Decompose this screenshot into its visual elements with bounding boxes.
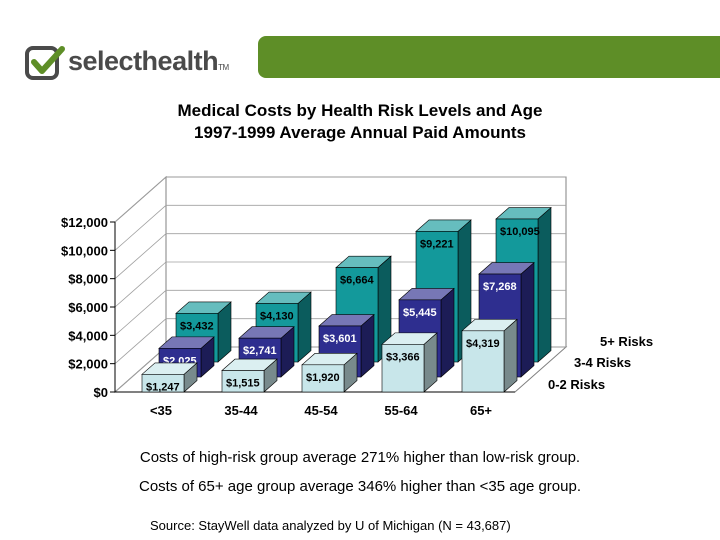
source-note: Source: StayWell data analyzed by U of M… — [150, 518, 511, 533]
y-tick-label: $6,000 — [68, 300, 108, 315]
bar-value-label: $1,247 — [146, 381, 180, 393]
bar — [381, 344, 425, 393]
chart-title-block: Medical Costs by Health Risk Levels and … — [0, 100, 720, 144]
bar-side — [297, 291, 312, 363]
x-tick-label: 45-54 — [304, 403, 338, 418]
bar-side — [440, 287, 455, 378]
bar-value-label: $7,268 — [483, 281, 517, 293]
trademark: TM — [218, 63, 229, 72]
bar-value-label: $2,741 — [243, 345, 277, 357]
bar-value-label: $4,319 — [466, 338, 500, 350]
note-high-risk: Costs of high-risk group average 271% hi… — [139, 449, 581, 466]
checkmark-icon — [25, 46, 65, 80]
note-age-group: Costs of 65+ age group average 346% high… — [139, 478, 581, 495]
bar-side — [520, 261, 535, 378]
y-tick-label: $10,000 — [61, 243, 108, 258]
series-label: 5+ Risks — [600, 334, 653, 349]
bar-value-label: $3,432 — [180, 320, 214, 332]
bar — [301, 364, 345, 393]
bar-value-label: $10,095 — [500, 226, 540, 238]
gridline — [114, 176, 566, 223]
x-tick-label: 65+ — [470, 403, 492, 418]
bar-side — [537, 206, 552, 363]
bar-value-label: $5,445 — [403, 307, 437, 319]
chart-subtitle: 1997-1999 Average Annual Paid Amounts — [194, 123, 526, 142]
bar-value-label: $6,664 — [340, 275, 375, 287]
gridline — [114, 204, 566, 251]
bar-value-label: $1,920 — [306, 372, 340, 384]
selecthealth-logo: selecthealthTM — [24, 44, 244, 86]
bar-value-label: $4,130 — [260, 310, 294, 322]
bar-value-label: $1,515 — [226, 378, 260, 390]
bar-value-label: $3,366 — [386, 351, 420, 363]
header-accent-bar — [258, 36, 720, 78]
series-label: 0-2 Risks — [548, 377, 605, 392]
bar-value-label: $9,221 — [420, 238, 454, 250]
y-tick-label: $12,000 — [61, 215, 108, 230]
y-tick-label: $4,000 — [68, 328, 108, 343]
bar — [221, 370, 265, 393]
bar — [141, 374, 185, 393]
y-tick-label: $2,000 — [68, 357, 108, 372]
series-label: 3-4 Risks — [574, 355, 631, 370]
chart-title: Medical Costs by Health Risk Levels and … — [177, 101, 543, 120]
y-tick-label: $0 — [94, 385, 108, 400]
bar-value-label: $3,601 — [323, 333, 357, 345]
x-tick-label: 35-44 — [224, 403, 258, 418]
bar-side — [503, 318, 518, 393]
y-tick-label: $8,000 — [68, 272, 108, 287]
brand-name: selecthealthTM — [68, 46, 229, 76]
x-tick-label: <35 — [150, 403, 172, 418]
bar — [461, 330, 505, 393]
x-tick-label: 55-64 — [384, 403, 418, 418]
